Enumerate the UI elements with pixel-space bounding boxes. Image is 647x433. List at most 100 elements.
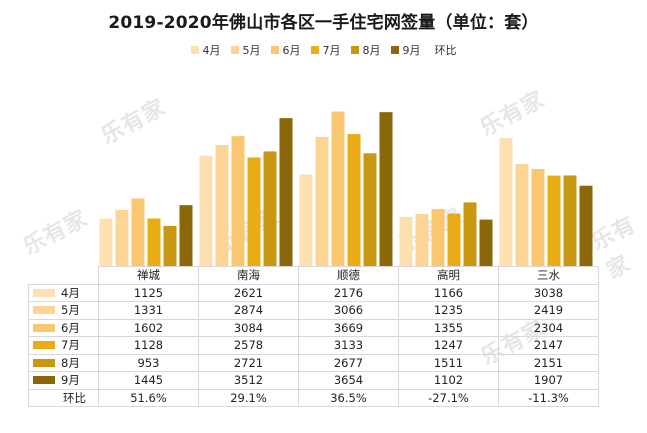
- bar-9月-顺德: [379, 112, 393, 266]
- data-label: 3038: [498, 283, 599, 302]
- data-label: 1235: [398, 301, 499, 320]
- legend-swatch: [270, 46, 279, 54]
- data-table: 禅城 南海 顺德 高明 三水 4月 1125 2621 2176 1166 3038 5月 1331 28…: [28, 266, 599, 407]
- data-label: 1445: [98, 371, 199, 390]
- bar-6月-禅城: [131, 198, 145, 266]
- bar-5月-禅城: [115, 209, 129, 266]
- data-label: 3654: [298, 371, 399, 390]
- data-label: 2874: [198, 301, 299, 320]
- data-label: 2621: [198, 283, 299, 302]
- bar-chart: [99, 111, 593, 266]
- yoy-value: -11.3%: [498, 388, 599, 407]
- data-label: 1247: [398, 336, 499, 355]
- row-swatch: [33, 288, 55, 297]
- table-row: 4月 1125 2621 2176 1166 3038: [28, 283, 599, 302]
- data-label: 2721: [198, 353, 299, 372]
- legend-swatch: [310, 46, 319, 54]
- legend-item: 4月: [190, 42, 221, 58]
- bar-4月-南海: [199, 155, 213, 266]
- bar-9月-禅城: [179, 205, 193, 266]
- table-row: 6月 1602 3084 3669 1355 2304: [28, 318, 599, 337]
- legend-label: 9月: [402, 44, 421, 57]
- legend-label: 6月: [282, 44, 301, 57]
- row-swatch: [33, 376, 55, 385]
- data-label: 2304: [498, 318, 599, 337]
- bar-4月-三水: [499, 138, 513, 266]
- bar-5月-高明: [415, 214, 429, 266]
- row-header: 4月: [28, 283, 99, 302]
- legend-item: 8月: [350, 42, 381, 58]
- chart-legend: 4月 5月 6月 7月 8月 9月 环比: [0, 42, 647, 58]
- bar-9月-高明: [479, 219, 493, 266]
- legend-swatch: [190, 46, 199, 54]
- bar-9月-三水: [579, 185, 593, 266]
- data-label: 3512: [198, 371, 299, 390]
- yoy-value: 36.5%: [298, 388, 399, 407]
- yoy-value: 29.1%: [198, 388, 299, 407]
- data-label: 3084: [198, 318, 299, 337]
- legend-item: 6月: [270, 42, 301, 58]
- data-label: 1602: [98, 318, 199, 337]
- bar-4月-高明: [399, 216, 413, 266]
- data-label: 1907: [498, 371, 599, 390]
- row-label: 5月: [61, 303, 80, 318]
- legend-swatch: [230, 46, 239, 54]
- bar-6月-高明: [431, 208, 445, 266]
- row-header: 7月: [28, 336, 99, 355]
- bar-7月-禅城: [147, 218, 161, 266]
- legend-label: 8月: [362, 44, 381, 57]
- category-label: 南海: [198, 266, 299, 285]
- bar-8月-南海: [263, 151, 277, 266]
- bar-9月-南海: [279, 118, 293, 266]
- data-label: 2151: [498, 353, 599, 372]
- row-label: 9月: [61, 373, 80, 388]
- legend-swatch: [390, 46, 399, 54]
- row-swatch: [33, 306, 55, 315]
- data-label: 2677: [298, 353, 399, 372]
- data-label: 2578: [198, 336, 299, 355]
- bar-5月-三水: [515, 164, 529, 266]
- legend-item: 5月: [230, 42, 261, 58]
- bar-8月-顺德: [363, 153, 377, 266]
- bar-7月-高明: [447, 213, 461, 266]
- row-swatch: [33, 358, 55, 367]
- table-row: 9月 1445 3512 3654 1102 1907: [28, 371, 599, 390]
- data-label: 3066: [298, 301, 399, 320]
- bar-4月-顺德: [299, 174, 313, 266]
- row-header: 6月: [28, 318, 99, 337]
- data-label: 953: [98, 353, 199, 372]
- table-row: 8月 953 2721 2677 1511 2151: [28, 353, 599, 372]
- bar-7月-顺德: [347, 134, 361, 266]
- bar-8月-高明: [463, 202, 477, 266]
- bar-6月-南海: [231, 136, 245, 266]
- category-label: 三水: [498, 266, 599, 285]
- table-row: 5月 1331 2874 3066 1235 2419: [28, 301, 599, 320]
- row-label: 7月: [61, 338, 80, 353]
- legend-label: 4月: [202, 44, 221, 57]
- legend-item: 9月: [390, 42, 421, 58]
- data-label: 2419: [498, 301, 599, 320]
- row-label: 6月: [61, 320, 80, 335]
- legend-label: 7月: [322, 44, 341, 57]
- bar-8月-禅城: [163, 225, 177, 266]
- row-header: 8月: [28, 353, 99, 372]
- data-label: 1102: [398, 371, 499, 390]
- chart-title: 2019-2020年佛山市各区一手住宅网签量（单位：套）: [108, 13, 539, 33]
- row-label: 环比: [28, 388, 99, 407]
- data-label: 1125: [98, 283, 199, 302]
- bar-5月-顺德: [315, 136, 329, 266]
- table-corner: [28, 266, 99, 285]
- legend-item: 7月: [310, 42, 341, 58]
- data-label: 1331: [98, 301, 199, 320]
- data-label: 1128: [98, 336, 199, 355]
- bar-4月-禅城: [99, 218, 113, 266]
- row-header: 9月: [28, 371, 99, 390]
- row-header: 5月: [28, 301, 99, 320]
- row-swatch: [33, 341, 55, 350]
- legend-item-yoy: 环比: [434, 44, 457, 57]
- data-label: 3133: [298, 336, 399, 355]
- data-label: 3669: [298, 318, 399, 337]
- bar-5月-南海: [215, 144, 229, 266]
- table-row-yoy: 环比 51.6% 29.1% 36.5% -27.1% -11.3%: [28, 388, 599, 407]
- category-label: 禅城: [98, 266, 199, 285]
